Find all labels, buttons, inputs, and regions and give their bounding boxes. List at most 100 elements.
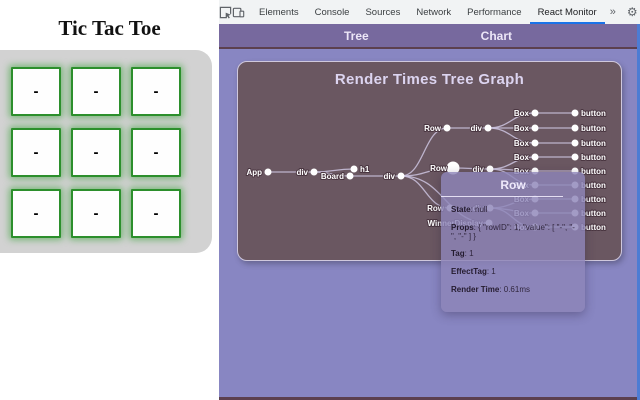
tree-node-dot[interactable] (531, 139, 539, 147)
tree-node-div[interactable]: div (295, 167, 318, 178)
field-label: EffectTag (451, 267, 487, 277)
tab-tree[interactable]: Tree (343, 28, 369, 43)
kebab-glyph: ⋮ (638, 6, 640, 18)
field-value: : 1 (486, 267, 496, 277)
field-label: Render Time (451, 284, 500, 294)
tree-link (313, 171, 351, 177)
tab-elements[interactable]: Elements (259, 6, 299, 18)
tree-node-dot[interactable] (346, 172, 354, 180)
tree-node-label: button (581, 195, 606, 204)
tree-node-label: div (383, 172, 395, 181)
tooltip-field-rendertime: Render Time: 0.61ms (451, 284, 575, 295)
tree-node-label: Box (514, 139, 530, 148)
field-value: : 0.61ms (499, 284, 530, 294)
tree-node-button[interactable]: button (571, 138, 607, 149)
monitor-nav-tabs: Tree Chart (219, 24, 637, 49)
tree-node-label: button (581, 181, 606, 190)
tree-node-dot[interactable] (310, 168, 318, 176)
render-times-tree-panel: Render Times Tree Graph App div h1 Board div… (237, 61, 622, 261)
bottom-accent-bar (219, 397, 637, 400)
tree-node-dot[interactable] (397, 172, 405, 180)
tree-node-label: Box (514, 124, 530, 133)
tree-node-dot[interactable] (571, 109, 579, 117)
field-value: : 1 (464, 249, 474, 259)
field-value: : { "rowID": 1, "value": [ "-", "-", "-"… (451, 222, 575, 241)
tree-node-box[interactable]: Box (513, 108, 539, 119)
tree-node-box[interactable]: Box (513, 123, 539, 134)
tree-node-label: button (581, 139, 606, 148)
game-board: - - - - - - - - - (0, 50, 212, 253)
scrollbar-strip[interactable] (637, 24, 640, 400)
tree-node-dot[interactable] (446, 161, 460, 175)
tree-node-dot[interactable] (571, 124, 579, 132)
tree-node-box[interactable]: Box (513, 138, 539, 149)
tree-node-app[interactable]: App (245, 167, 272, 178)
tab-chart[interactable]: Chart (480, 28, 513, 43)
field-label: State (451, 205, 471, 214)
board-cell[interactable]: - (71, 67, 121, 116)
tree-node-dot[interactable] (531, 124, 539, 132)
tree-node-dot[interactable] (531, 153, 539, 161)
tree-node-h1[interactable]: h1 (350, 164, 371, 175)
board-cell[interactable]: - (11, 189, 61, 238)
tree-node-label: div (296, 168, 308, 177)
tooltip-title: Row (500, 178, 526, 192)
board-cell[interactable]: - (131, 67, 181, 116)
board-cell[interactable]: - (131, 189, 181, 238)
tree-node-dot[interactable] (486, 165, 494, 173)
board-cell[interactable]: - (11, 128, 61, 177)
tooltip-field-props: Props: { "rowID": 1, "value": [ "-", "-"… (451, 222, 575, 242)
board-cell[interactable]: - (71, 189, 121, 238)
tree-node-box[interactable]: Box (513, 152, 539, 163)
tree-node-div[interactable]: div (469, 123, 492, 134)
tree-node-dot[interactable] (571, 153, 579, 161)
board-cell[interactable]: - (71, 128, 121, 177)
device-toolbar-icon[interactable] (232, 0, 245, 24)
tic-tac-toe-app: Tic Tac Toe - - - - - - - - - (0, 0, 219, 400)
tree-node-label: button (581, 167, 606, 176)
tree-node-label: button (581, 109, 606, 118)
tree-node-label: button (581, 223, 606, 232)
tab-performance[interactable]: Performance (467, 6, 522, 18)
inspect-element-icon[interactable] (219, 0, 232, 24)
node-tooltip: Row State: null Props: { "rowID": 1, "va… (441, 172, 585, 312)
tab-console[interactable]: Console (314, 6, 350, 18)
gear-glyph: ⚙ (626, 5, 638, 19)
tab-sources[interactable]: Sources (365, 6, 401, 18)
board-cell[interactable]: - (131, 128, 181, 177)
field-label: Tag (451, 249, 465, 259)
tree-node-button[interactable]: button (571, 152, 607, 163)
tree-node-label: button (581, 124, 606, 133)
tree-node-label: Row (424, 124, 442, 133)
tree-node-dot[interactable] (264, 168, 272, 176)
tree-node-div[interactable]: div (471, 164, 494, 175)
tree-node-row[interactable]: Row (429, 161, 460, 175)
tree-node-row[interactable]: Row (423, 123, 451, 134)
tree-node-board[interactable]: Board (320, 171, 354, 182)
tree-node-button[interactable]: button (571, 123, 607, 134)
devtools-panel: Elements Console Sources Network Perform… (219, 0, 640, 400)
settings-gear-icon[interactable]: ⚙ (627, 0, 638, 24)
tree-node-dot[interactable] (350, 165, 358, 173)
tree-node-dot[interactable] (571, 139, 579, 147)
tooltip-divider (441, 196, 563, 197)
board-cell[interactable]: - (11, 67, 61, 116)
tree-node-dot[interactable] (531, 109, 539, 117)
tree-node-label: Box (514, 109, 530, 118)
tree-node-label: Row (430, 164, 448, 173)
tree-node-label: button (581, 153, 606, 162)
more-tabs-icon[interactable]: » (609, 6, 616, 18)
tree-node-dot[interactable] (443, 124, 451, 132)
tree-node-label: button (581, 209, 606, 218)
field-label: Props (451, 222, 474, 232)
tree-node-div[interactable]: div (382, 171, 405, 182)
tree-node-dot[interactable] (484, 124, 492, 132)
tree-node-label: h1 (360, 165, 370, 174)
tab-react-monitor[interactable]: React Monitor (530, 0, 605, 24)
app-title: Tic Tac Toe (58, 16, 161, 40)
tab-network[interactable]: Network (416, 6, 452, 18)
tree-node-button[interactable]: button (571, 108, 607, 119)
panel-title: Render Times Tree Graph (334, 71, 525, 88)
kebab-menu-icon[interactable]: ⋮ (638, 0, 640, 24)
tree-node-label: App (246, 168, 262, 177)
